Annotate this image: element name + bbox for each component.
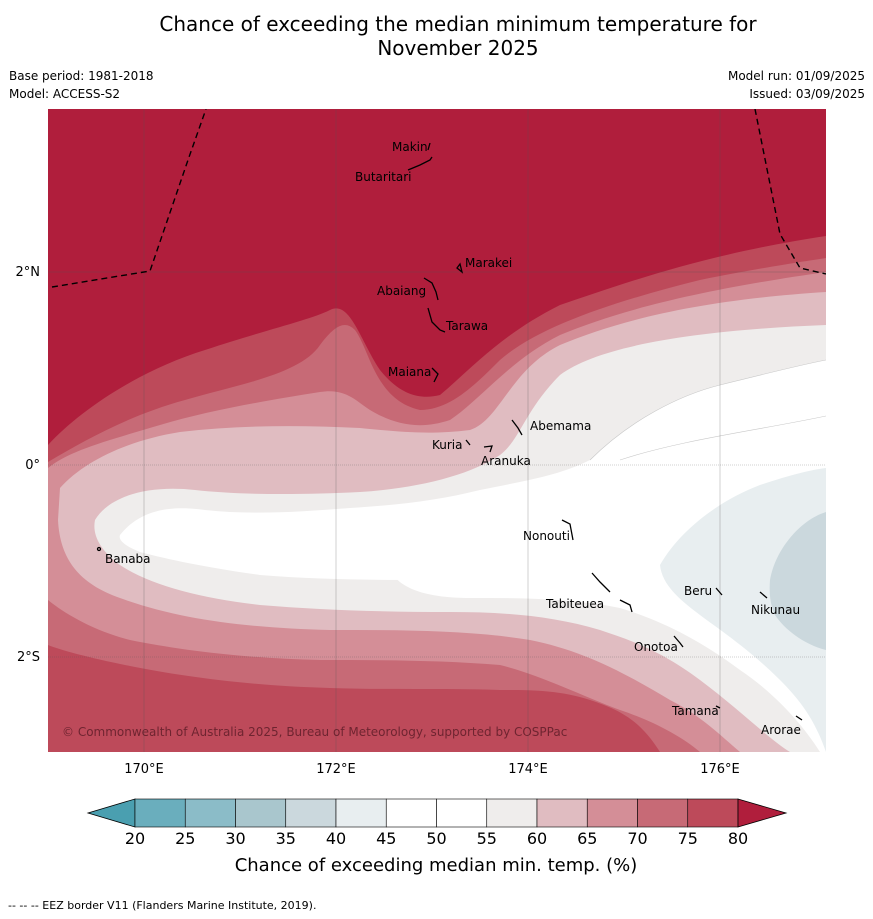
- colorbar-tick-label: 30: [225, 829, 245, 848]
- map-area: Makin Butaritari Marakei Abaiang Tarawa …: [48, 109, 826, 752]
- colorbar-swatch: [586, 798, 638, 828]
- colorbar-swatch: [436, 798, 488, 828]
- colorbar-tick-label: 45: [376, 829, 396, 848]
- contour-line: [619, 415, 826, 461]
- colorbar-tick-label: 70: [627, 829, 647, 848]
- band-35-40: [769, 512, 826, 650]
- colorbar-tick-label: 60: [527, 829, 547, 848]
- eez-border: [51, 109, 826, 288]
- colorbar-swatch: [637, 798, 689, 828]
- island-label: Beru: [684, 584, 712, 598]
- colorbar-tick-label: 40: [326, 829, 346, 848]
- colorbar: 20 25 30 35 40 45 50 55 60 65 70 75 80: [86, 798, 788, 848]
- lat-label: 0°: [25, 458, 40, 473]
- colorbar-swatch: [486, 798, 538, 828]
- base-period: Base period: 1981-2018: [9, 69, 154, 83]
- colorbar-label: Chance of exceeding median min. temp. (%…: [235, 855, 638, 876]
- copyright-notice: © Commonwealth of Australia 2025, Bureau…: [62, 725, 567, 739]
- title-line-1: Chance of exceeding the median minimum t…: [159, 12, 757, 36]
- island-label: Banaba: [105, 552, 151, 566]
- island-label: Abaiang: [377, 284, 426, 298]
- model-run: Model run: 01/09/2025: [727, 69, 865, 83]
- graticule: [48, 109, 826, 752]
- lon-label: 176°E: [700, 762, 740, 777]
- island-label: Butaritari: [355, 170, 412, 184]
- colorbar-swatch: [184, 798, 236, 828]
- island-label: Tamana: [671, 704, 719, 718]
- colorbar-over-arrow: [737, 798, 788, 828]
- island-label: Marakei: [465, 256, 512, 270]
- band-40-45: [660, 468, 826, 752]
- colorbar-tick-label: 80: [728, 829, 748, 848]
- title-line-2: November 2025: [377, 36, 539, 60]
- island-label: Onotoa: [634, 640, 678, 654]
- model-name: Model: ACCESS-S2: [9, 87, 121, 101]
- island-label: Nonouti: [523, 529, 570, 543]
- colorbar-tick-label: 35: [276, 829, 296, 848]
- issued-date: Issued: 03/09/2025: [749, 87, 865, 101]
- lat-label: 2°N: [16, 265, 41, 280]
- island-outlines: [96, 142, 803, 721]
- colorbar-swatch: [235, 798, 287, 828]
- island-label: Tarawa: [445, 319, 488, 333]
- island-label: Arorae: [761, 723, 801, 737]
- island-label: Kuria: [432, 438, 463, 452]
- island-label: Nikunau: [751, 603, 800, 617]
- footer-note: -- -- -- EEZ border V11 (Flanders Marine…: [8, 899, 317, 912]
- island-label: Makin: [392, 140, 428, 154]
- meta-left: Base period: 1981-2018 Model: ACCESS-S2: [9, 67, 154, 103]
- colorbar-under-arrow: [86, 798, 136, 828]
- colorbar-tick-label: 20: [125, 829, 145, 848]
- colorbar-swatch: [687, 798, 739, 828]
- small-white-patch: [250, 538, 283, 558]
- axis-labels: 170°E 172°E 174°E 176°E 2°N 0° 2°S: [16, 265, 740, 777]
- island-label: Tabiteuea: [545, 597, 604, 611]
- colorbar-swatch: [335, 798, 387, 828]
- island-label: Aranuka: [481, 454, 531, 468]
- colorbar-tick-label: 25: [175, 829, 195, 848]
- colorbar-swatch: [134, 798, 186, 828]
- meta-right: Model run: 01/09/2025 Issued: 03/09/2025: [728, 67, 865, 103]
- colorbar-swatch: [385, 798, 437, 828]
- colorbar-tick-label: 55: [477, 829, 497, 848]
- lat-label: 2°S: [17, 650, 40, 665]
- map-title: Chance of exceeding the median minimum t…: [0, 12, 873, 60]
- lon-label: 172°E: [316, 762, 356, 777]
- colorbar-tick-label: 65: [577, 829, 597, 848]
- island-labels: Makin Butaritari Marakei Abaiang Tarawa …: [105, 140, 801, 737]
- colorbar-tick-label: 50: [426, 829, 446, 848]
- colorbar-tick-label: 75: [678, 829, 698, 848]
- band-50-55-inner: [390, 416, 826, 752]
- lon-label: 174°E: [508, 762, 548, 777]
- island-label: Abemama: [530, 419, 591, 433]
- colorbar-swatch: [536, 798, 588, 828]
- lon-label: 170°E: [124, 762, 164, 777]
- island-label: Maiana: [388, 365, 431, 379]
- colorbar-swatch: [285, 798, 337, 828]
